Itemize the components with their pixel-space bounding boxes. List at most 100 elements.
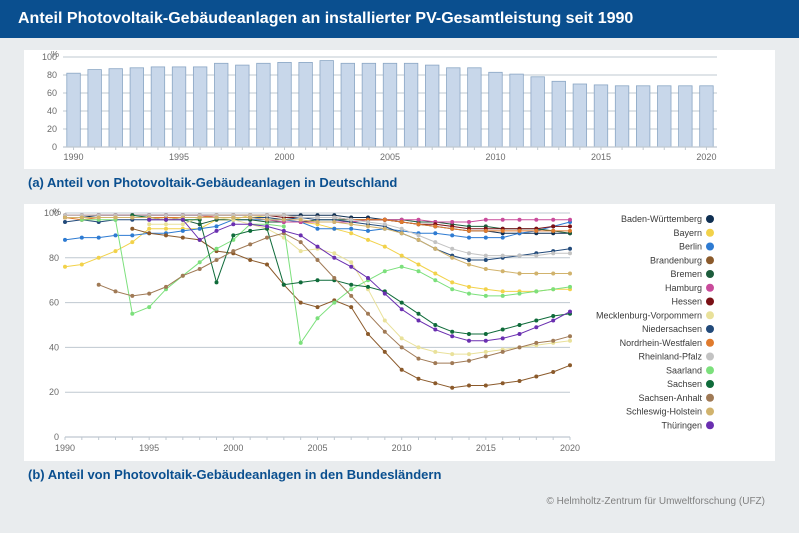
series-marker bbox=[147, 231, 151, 235]
series-marker bbox=[551, 314, 555, 318]
legend-label: Sachsen-Anhalt bbox=[638, 393, 702, 403]
series-marker bbox=[551, 319, 555, 323]
series-marker bbox=[114, 249, 118, 253]
series-marker bbox=[501, 350, 505, 354]
series-marker bbox=[433, 278, 437, 282]
series-marker bbox=[248, 216, 252, 220]
bar bbox=[573, 84, 587, 147]
series-marker bbox=[417, 238, 421, 242]
series-marker bbox=[130, 233, 134, 237]
series-marker bbox=[400, 336, 404, 340]
series-marker bbox=[316, 216, 320, 220]
series-marker bbox=[265, 236, 269, 240]
series-marker bbox=[349, 287, 353, 291]
legend-label: Berlin bbox=[679, 242, 702, 252]
series-marker bbox=[299, 341, 303, 345]
svg-text:60: 60 bbox=[47, 88, 57, 98]
chart-b-panel: 020406080100%199019952000200520102015202… bbox=[24, 204, 775, 461]
series-marker bbox=[349, 283, 353, 287]
series-marker bbox=[400, 254, 404, 258]
series-marker bbox=[568, 363, 572, 367]
series-marker bbox=[484, 339, 488, 343]
series-marker bbox=[80, 263, 84, 267]
bar bbox=[468, 68, 482, 147]
legend-swatch bbox=[706, 408, 714, 416]
legend-swatch bbox=[706, 339, 714, 347]
bar bbox=[278, 62, 292, 147]
bar bbox=[679, 86, 693, 147]
bar bbox=[447, 68, 461, 147]
series-marker bbox=[551, 339, 555, 343]
series-marker bbox=[383, 222, 387, 226]
legend-label: Bayern bbox=[673, 228, 702, 238]
series-marker bbox=[501, 289, 505, 293]
bar bbox=[425, 65, 439, 147]
series-marker bbox=[568, 218, 572, 222]
series-marker bbox=[366, 312, 370, 316]
series-marker bbox=[551, 370, 555, 374]
bar bbox=[88, 70, 102, 147]
series-marker bbox=[63, 238, 67, 242]
bar bbox=[130, 68, 144, 147]
svg-text:2015: 2015 bbox=[476, 443, 496, 453]
series-marker bbox=[316, 316, 320, 320]
series-marker bbox=[534, 289, 538, 293]
legend-swatch bbox=[706, 229, 714, 237]
series-marker bbox=[231, 222, 235, 226]
series-marker bbox=[400, 368, 404, 372]
series-marker bbox=[198, 227, 202, 231]
series-marker bbox=[215, 224, 219, 228]
series-marker bbox=[332, 220, 336, 224]
series-marker bbox=[215, 216, 219, 220]
svg-text:2005: 2005 bbox=[307, 443, 327, 453]
series-marker bbox=[467, 263, 471, 267]
series-marker bbox=[433, 323, 437, 327]
series-marker bbox=[366, 238, 370, 242]
series-marker bbox=[534, 218, 538, 222]
series-marker bbox=[366, 224, 370, 228]
series-marker bbox=[349, 227, 353, 231]
legend-label: Brandenburg bbox=[650, 255, 702, 265]
series-marker bbox=[568, 251, 572, 255]
series-marker bbox=[383, 350, 387, 354]
legend-label: Schleswig-Holstein bbox=[626, 407, 702, 417]
series-marker bbox=[299, 280, 303, 284]
series-marker bbox=[433, 272, 437, 276]
bar bbox=[489, 72, 503, 147]
svg-text:2000: 2000 bbox=[275, 152, 295, 162]
legend-label: Mecklenburg-Vorpommern bbox=[596, 310, 702, 320]
series-marker bbox=[215, 229, 219, 233]
series-marker bbox=[80, 216, 84, 220]
series-marker bbox=[349, 222, 353, 226]
bar bbox=[362, 63, 376, 147]
series-marker bbox=[282, 218, 286, 222]
series-marker bbox=[450, 227, 454, 231]
series-marker bbox=[164, 222, 168, 226]
svg-text:%: % bbox=[53, 207, 61, 217]
series-marker bbox=[299, 301, 303, 305]
series-marker bbox=[130, 227, 134, 231]
series-marker bbox=[164, 218, 168, 222]
series-marker bbox=[433, 381, 437, 385]
series-marker bbox=[450, 233, 454, 237]
series-marker bbox=[551, 229, 555, 233]
series-marker bbox=[484, 267, 488, 271]
bar bbox=[383, 63, 397, 147]
series-marker bbox=[518, 218, 522, 222]
series-marker bbox=[400, 231, 404, 235]
svg-text:2020: 2020 bbox=[560, 443, 580, 453]
series-marker bbox=[534, 229, 538, 233]
series-marker bbox=[400, 265, 404, 269]
series-marker bbox=[198, 238, 202, 242]
bar bbox=[552, 81, 566, 147]
series-marker bbox=[568, 272, 572, 276]
legend-swatch bbox=[706, 256, 714, 264]
svg-text:1990: 1990 bbox=[64, 152, 84, 162]
series-marker bbox=[450, 334, 454, 338]
series-marker bbox=[231, 216, 235, 220]
series-marker bbox=[501, 381, 505, 385]
svg-text:1995: 1995 bbox=[139, 443, 159, 453]
series-marker bbox=[147, 218, 151, 222]
legend-label: Niedersachsen bbox=[642, 324, 702, 334]
svg-text:1995: 1995 bbox=[169, 152, 189, 162]
